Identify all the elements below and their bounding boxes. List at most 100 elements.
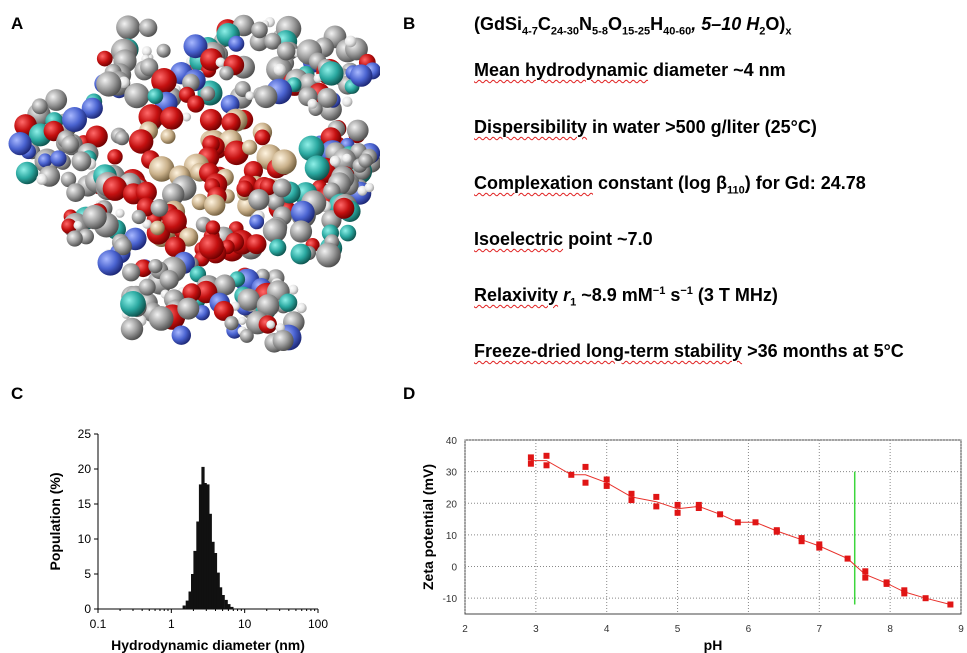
panel-label-b: B (403, 14, 416, 33)
atom (182, 283, 201, 302)
atom (248, 189, 270, 211)
atom (317, 87, 338, 108)
y-tick-label: 0 (451, 563, 457, 574)
atom (264, 32, 282, 50)
y-tick-label: 40 (446, 436, 458, 447)
data-point (603, 482, 610, 489)
y-tick-label: 20 (446, 499, 458, 510)
atom (129, 129, 154, 154)
data-point (717, 511, 724, 518)
data-point (527, 454, 534, 461)
atom (96, 50, 113, 67)
atom (221, 112, 241, 133)
property-hydrodynamic-diameter: Mean hydrodynamic diameter ~4 nm (474, 60, 786, 80)
data-point (628, 497, 635, 504)
data-point (734, 519, 741, 526)
atom (171, 325, 191, 345)
data-point (816, 541, 823, 548)
atom (347, 119, 369, 142)
data-point (582, 463, 589, 470)
property-isoelectric-point: Isoelectric point ~7.0 (474, 229, 653, 249)
chemical-formula: (GdSi4-7C24-30N5-8O15-25H40-60, 5–10 H2O… (474, 14, 792, 38)
data-point (901, 587, 908, 594)
atom (131, 209, 146, 225)
x-tick-label: 4 (604, 624, 610, 635)
atom (307, 98, 318, 109)
data-point (568, 471, 575, 478)
atom (85, 125, 108, 148)
atom (288, 284, 299, 295)
atom (239, 328, 254, 343)
data-point (798, 535, 805, 542)
histogram-bar (219, 587, 223, 609)
atom (150, 220, 165, 236)
atom (298, 135, 325, 162)
histogram-bar (227, 604, 231, 609)
atom (120, 317, 144, 341)
atom (266, 320, 276, 329)
atom (249, 214, 265, 230)
histogram-bar (182, 605, 186, 609)
atom (82, 204, 107, 230)
atom (224, 316, 239, 331)
atom (204, 194, 226, 216)
atom (344, 35, 357, 48)
histogram-bar (201, 466, 205, 609)
data-point (582, 479, 589, 486)
atom (271, 149, 297, 175)
atom (256, 294, 280, 317)
atom (148, 156, 175, 182)
atom (160, 106, 184, 130)
data-point (653, 493, 660, 500)
atom (124, 83, 150, 109)
data-point (798, 538, 805, 545)
atom (316, 242, 341, 268)
data-point (603, 476, 610, 483)
atom (147, 88, 164, 104)
histogram-bar (198, 484, 203, 609)
x-tick-label: 1 (168, 617, 175, 631)
histogram-bar (208, 513, 212, 609)
x-tick-label: 10 (238, 617, 252, 631)
property-complexation-constant: Complexation constant (log β110) for Gd:… (474, 173, 866, 197)
atom (116, 15, 141, 40)
atom (162, 209, 187, 234)
x-tick-label: 9 (958, 624, 964, 635)
atom (228, 35, 245, 52)
atom (107, 149, 123, 165)
atom (182, 112, 192, 122)
atom (73, 220, 83, 230)
histogram-bar (221, 595, 225, 609)
data-point (922, 595, 929, 602)
atom (36, 173, 48, 185)
atom (177, 297, 200, 320)
atom (272, 330, 294, 351)
atom (213, 300, 234, 321)
histogram-bar (224, 599, 228, 609)
atom (199, 108, 223, 132)
atom (60, 171, 77, 188)
zeta-potential-chart: 2 3 4 5 6 7 8 9 -10 0 10 20 30 40 pH Zeta potential (mV… (420, 436, 964, 653)
atom (135, 181, 157, 203)
panel-label-a: A (11, 14, 24, 33)
atom (122, 263, 141, 282)
atom (215, 57, 226, 68)
plot-area (464, 439, 962, 615)
data-point (527, 460, 534, 467)
data-point (674, 501, 681, 508)
y-axis-title: Zeta potential (mV) (420, 464, 436, 590)
y-tick-label: 0 (84, 602, 91, 616)
atom (31, 98, 48, 115)
histogram-bar (188, 591, 192, 609)
atom (156, 43, 171, 58)
data-point (862, 574, 869, 581)
atom (142, 219, 152, 229)
atom (304, 155, 330, 181)
data-point (674, 509, 681, 516)
data-point (901, 590, 908, 597)
atom (120, 291, 146, 317)
x-tick-label: 8 (887, 624, 893, 635)
histogram-bar (203, 483, 207, 609)
atom (200, 86, 216, 101)
atom (61, 218, 77, 234)
